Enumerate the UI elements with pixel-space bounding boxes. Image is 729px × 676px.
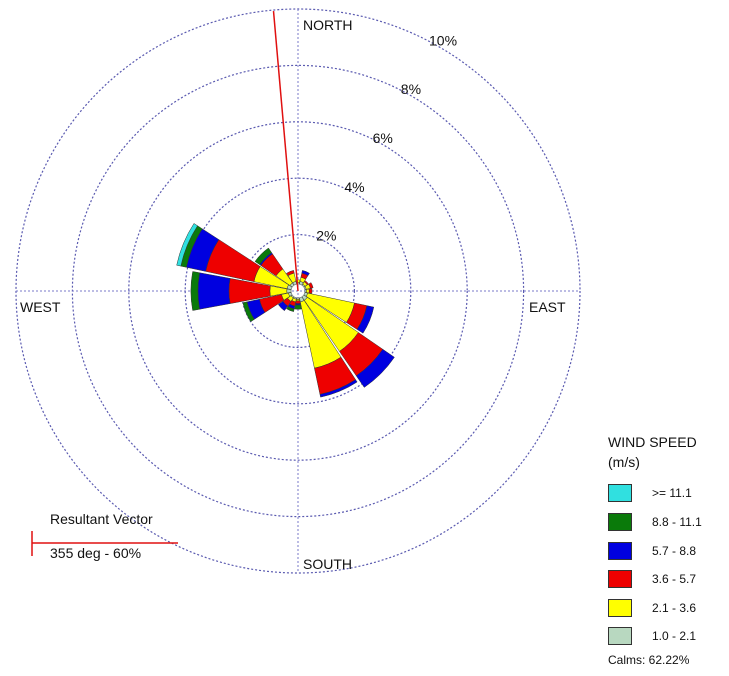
ring-label-10-percent: 10% <box>429 32 457 48</box>
legend-label: 5.7 - 8.8 <box>652 544 696 558</box>
legend-swatch <box>608 513 632 531</box>
resultant-vector-line <box>274 11 298 291</box>
petal-90deg-speed-3 <box>309 288 312 293</box>
legend-item-speed-11-plus: >= 11.1 <box>608 483 632 503</box>
legend-item-speed-3-5: 3.6 - 5.7 <box>608 569 632 589</box>
legend-title: WIND SPEED (m/s) <box>608 432 697 472</box>
ring-label-8-percent: 8% <box>401 81 421 97</box>
petal-180deg-speed-3 <box>296 301 301 304</box>
ring-labels: 2% 4% 6% 8% 10% <box>316 32 457 243</box>
direction-label-north: NORTH <box>303 17 353 33</box>
legend-item-speed-1-2: 1.0 - 2.1 <box>608 626 632 646</box>
legend-swatch <box>608 484 632 502</box>
legend-title-line2: (m/s) <box>608 452 697 472</box>
legend-label: 2.1 - 3.6 <box>652 601 696 615</box>
resultant-vector <box>274 11 298 291</box>
resultant-vector-value: 355 deg - 60% <box>50 545 141 561</box>
ring-label-2-percent: 2% <box>316 228 336 244</box>
legend-swatch <box>608 570 632 588</box>
legend-title-line1: WIND SPEED <box>608 432 697 452</box>
legend-swatch <box>608 542 632 560</box>
legend-swatch <box>608 599 632 617</box>
direction-label-south: SOUTH <box>303 556 352 572</box>
legend-label: 8.8 - 11.1 <box>652 515 702 529</box>
petal-270deg-speed-2 <box>198 273 230 309</box>
legend-label: >= 11.1 <box>652 486 692 500</box>
ring-label-6-percent: 6% <box>373 130 393 146</box>
legend-label: 1.0 - 2.1 <box>652 629 696 643</box>
resultant-vector-title: Resultant Vector <box>50 511 153 527</box>
legend-swatch <box>608 627 632 645</box>
petal-90deg-speed-4 <box>306 289 309 293</box>
legend-item-speed-8-11: 8.8 - 11.1 <box>608 512 632 532</box>
ring-label-4-percent: 4% <box>344 179 364 195</box>
legend-item-speed-5-8: 5.7 - 8.8 <box>608 541 632 561</box>
direction-label-west: WEST <box>20 299 61 315</box>
calms-percentage: Calms: 62.22% <box>608 653 689 667</box>
legend-label: 3.6 - 5.7 <box>652 572 696 586</box>
wind-petals <box>177 223 395 397</box>
petal-180deg-speed-1 <box>295 305 302 309</box>
direction-label-east: EAST <box>529 299 566 315</box>
legend-item-speed-2-3: 2.1 - 3.6 <box>608 598 632 618</box>
